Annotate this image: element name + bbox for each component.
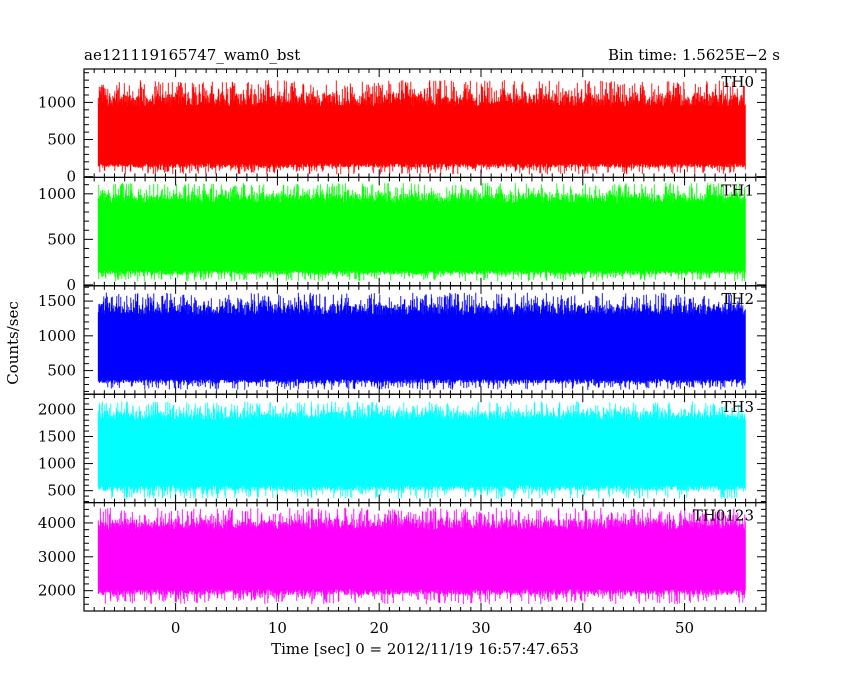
y-axis-label: Counts/sec	[4, 301, 22, 385]
series-th2	[97, 292, 746, 390]
y-tick-label: 3000	[38, 548, 76, 566]
x-axis-label: Time [sec] 0 = 2012/11/19 16:57:47.653	[271, 640, 579, 658]
x-tick-label: 10	[268, 619, 287, 637]
x-tick-label: 0	[171, 619, 181, 637]
y-tick-label: 500	[47, 362, 76, 380]
panels-group: 0 500 1000 TH0 0 500 1000 TH1 500 1000 1500 TH2 500 1…	[38, 68, 767, 612]
panel-label-th2: TH2	[721, 290, 754, 308]
y-tick-label: 1000	[38, 455, 76, 473]
y-tick-label: 0	[66, 168, 76, 186]
y-tick-label: 1000	[38, 93, 76, 111]
panel-label-th3: TH3	[721, 398, 754, 416]
y-tick-label: 500	[47, 131, 76, 149]
y-tick-label: 1000	[38, 327, 76, 345]
y-tick-label: 1500	[38, 292, 76, 310]
panel-label-th0123: TH0123	[693, 507, 754, 525]
series-th0	[97, 80, 746, 175]
chart-title: ae121119165747_wam0_bst	[84, 46, 300, 64]
x-tick-label: 20	[370, 619, 389, 637]
y-tick-label: 0	[66, 276, 76, 294]
y-tick-label: 2000	[38, 400, 76, 418]
y-tick-label: 500	[47, 230, 76, 248]
y-tick-label: 1500	[38, 427, 76, 445]
series-th0123	[97, 507, 746, 605]
y-tick-label: 500	[47, 482, 76, 500]
bin-time-label: Bin time: 1.5625E−2 s	[608, 46, 780, 64]
y-tick-label: 1000	[38, 185, 76, 203]
x-tick-label: 40	[573, 619, 592, 637]
y-tick-label: 2000	[38, 582, 76, 600]
series-th3	[97, 401, 746, 499]
x-tick-label: 50	[675, 619, 694, 637]
y-tick-label: 4000	[38, 514, 76, 532]
x-axis: 0 10 20 30 40 50	[171, 619, 694, 637]
panel-label-th0: TH0	[721, 73, 754, 91]
series-th1	[97, 182, 746, 282]
x-tick-label: 30	[471, 619, 490, 637]
panel-label-th1: TH1	[721, 181, 754, 199]
